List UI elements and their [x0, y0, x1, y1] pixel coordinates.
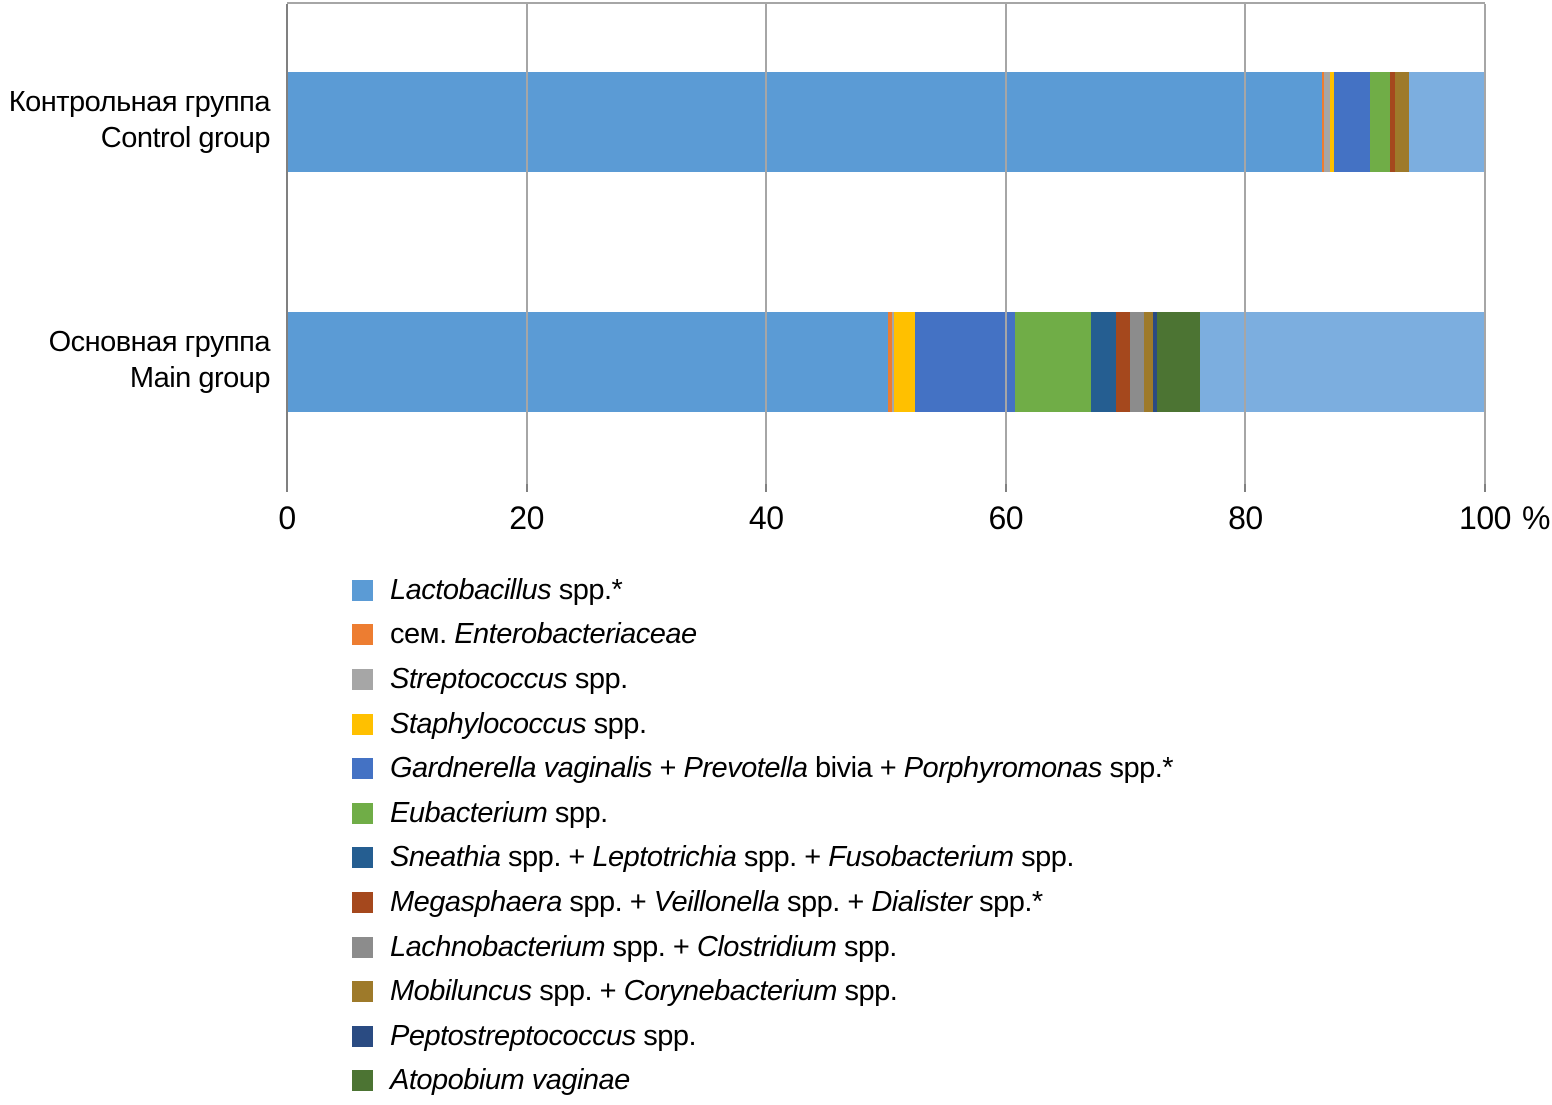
legend-label: Sneathia spp. + Leptotrichia spp. + Fuso…: [390, 841, 1074, 874]
bar-segment: [1015, 312, 1091, 412]
legend-item: Megasphaera spp. + Veillonella spp. + Di…: [352, 880, 1173, 925]
legend-label: Mobiluncus spp. + Corynebacterium spp.: [390, 975, 898, 1008]
legend-item: Eubacterium spp.: [352, 791, 1173, 836]
x-axis-tick-label: 20: [509, 500, 544, 536]
category-label-main-en: Main group: [129, 362, 271, 394]
bar-segment: [1115, 312, 1131, 412]
legend-swatch: [352, 624, 373, 646]
legend-label: Lachnobacterium spp. + Clostridium spp.: [390, 930, 897, 963]
legend-label: Gardnerella vaginalis + Prevotella bivia…: [390, 752, 1174, 785]
y-axis-line: [286, 4, 288, 484]
legend-item: Streptococcus spp.: [352, 657, 1173, 702]
category-label-main-ru: Основная группа: [48, 326, 271, 358]
x-axis-tick-label: 0: [278, 500, 296, 536]
bar-segment: [287, 72, 1323, 172]
legend-label: Megasphaera spp. + Veillonella spp. + Di…: [390, 885, 1043, 918]
bar-segment: [914, 312, 1016, 412]
gridline: [525, 4, 528, 484]
plot-area: [286, 2, 1486, 492]
gridline: [765, 4, 768, 484]
tick-mark: [286, 484, 288, 492]
legend-item: Staphylococcus spp.: [352, 702, 1173, 747]
bar-segment: [287, 312, 889, 412]
bar-segment: [1090, 312, 1116, 412]
x-axis-tick-label: 40: [748, 500, 784, 536]
legend-item: Lactobacillus spp.*: [352, 568, 1173, 613]
legend: Lactobacillus spp.* сем. Enterobacteriace…: [352, 568, 1174, 1104]
x-axis-tick-label: 60: [988, 500, 1024, 536]
legend-swatch: [352, 847, 373, 869]
x-axis-tick-label: 100: [1459, 500, 1511, 536]
bar-segment: [894, 312, 915, 412]
legend-swatch: [352, 802, 373, 824]
legend-label: Staphylococcus spp.: [390, 707, 647, 740]
tick-mark: [525, 484, 528, 492]
bar-segment: [1322, 72, 1325, 172]
legend-swatch: [352, 758, 373, 780]
tick-mark: [1244, 484, 1247, 492]
legend-item: Atopobium vaginae: [352, 1059, 1173, 1104]
legend-label: Atopobium vaginae: [390, 1064, 630, 1097]
bar-segment: [1156, 312, 1200, 412]
bar-segment: [1153, 312, 1157, 412]
legend-label: Eubacterium spp.: [390, 796, 608, 829]
legend-swatch: [352, 1070, 373, 1092]
bar-segment: [1369, 72, 1391, 172]
bar-segment: [1334, 72, 1370, 172]
legend-swatch: [352, 1025, 373, 1047]
legend-label: сем. Enterobacteriaceae: [390, 618, 697, 651]
legend-item: Peptostreptococcus spp.: [352, 1014, 1173, 1059]
bar-main-group: [287, 312, 1485, 412]
legend-label: Streptococcus spp.: [390, 662, 628, 695]
legend-item: Sneathia spp. + Leptotrichia spp. + Fuso…: [352, 836, 1173, 881]
bar-segment: [891, 312, 895, 412]
bar-segment: [1143, 312, 1154, 412]
tick-mark: [1004, 484, 1007, 492]
gridline: [1004, 4, 1007, 484]
tick-mark: [1484, 484, 1486, 492]
category-label-control-group: Контрольная группа Control group: [0, 84, 271, 156]
x-axis-unit-label: %: [1522, 500, 1551, 536]
legend-label: Lactobacillus spp.*: [390, 573, 623, 606]
category-label-main-group: Основная группа Main group: [0, 324, 271, 396]
gridline: [1244, 4, 1247, 484]
legend-swatch: [352, 891, 373, 913]
legend-swatch: [352, 936, 373, 958]
bar-segment: [1130, 312, 1144, 412]
legend-swatch: [352, 981, 373, 1003]
legend-item: сем. Enterobacteriaceae: [352, 613, 1173, 658]
bar-segment: [1324, 72, 1331, 172]
legend-swatch: [352, 713, 373, 735]
legend-label: Peptostreptococcus spp.: [390, 1019, 697, 1052]
legend-swatch: [352, 579, 373, 601]
category-label-control-en: Control group: [100, 122, 271, 154]
tick-mark: [765, 484, 768, 492]
bar-segment: [1330, 72, 1335, 172]
bar-segment: [888, 312, 892, 412]
category-label-control-ru: Контрольная группа: [8, 86, 271, 118]
bar-segment: [1199, 312, 1485, 412]
x-axis-tick-label: 80: [1228, 500, 1263, 536]
bar-segment: [1390, 72, 1396, 172]
bar-segment: [1395, 72, 1410, 172]
bar-control-group: [287, 72, 1485, 172]
legend-item: Mobiluncus spp. + Corynebacterium spp.: [352, 969, 1173, 1014]
legend-item: Gardnerella vaginalis + Prevotella bivia…: [352, 746, 1174, 791]
bar-segment: [1409, 72, 1485, 172]
gridline: [1484, 4, 1486, 484]
legend-swatch: [352, 668, 373, 690]
legend-item: Lachnobacterium spp. + Clostridium spp.: [352, 925, 1173, 970]
